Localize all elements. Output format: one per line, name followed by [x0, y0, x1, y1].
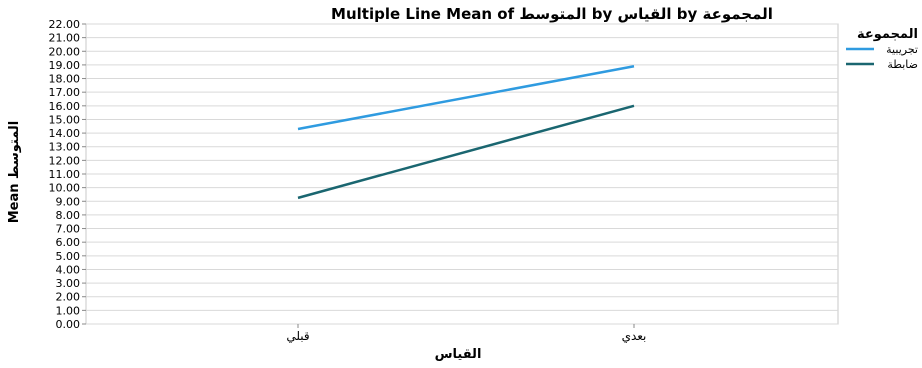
y-tick-label: 0.00 — [56, 318, 81, 331]
series-lines — [297, 65, 635, 200]
x-tick-label: بعدي — [622, 329, 647, 343]
series-line-2 — [297, 104, 635, 200]
legend: المجموعة تجريبية ضابطة — [846, 27, 918, 71]
y-axis-title: Mean المتوسط — [7, 121, 22, 224]
x-axis-title: القياس — [435, 347, 482, 362]
y-tick-label: 8.00 — [56, 209, 81, 222]
y-tick-label: 9.00 — [56, 195, 81, 208]
legend-label: ضابطة — [887, 58, 918, 71]
x-tick-label: قبلي — [286, 329, 309, 343]
y-tick-label: 4.00 — [56, 263, 81, 276]
y-tick-label: 15.00 — [49, 113, 81, 126]
y-tick-label: 14.00 — [49, 127, 81, 140]
y-tick-label: 10.00 — [49, 182, 81, 195]
y-tick-label: 6.00 — [56, 236, 81, 249]
y-tick-label: 11.00 — [49, 168, 81, 181]
legend-title: المجموعة — [857, 27, 918, 42]
x-axis-ticks: قبلي بعدي — [286, 324, 646, 343]
y-tick-label: 18.00 — [49, 73, 81, 86]
y-axis-ticks: 0.001.002.003.004.005.006.007.008.009.00… — [49, 18, 86, 331]
y-tick-label: 17.00 — [49, 86, 81, 99]
y-tick-label: 16.00 — [49, 100, 81, 113]
y-tick-label: 3.00 — [56, 277, 81, 290]
y-tick-label: 19.00 — [49, 59, 81, 72]
legend-items: تجريبية ضابطة — [846, 43, 918, 71]
y-tick-label: 7.00 — [56, 223, 81, 236]
y-tick-label: 21.00 — [49, 32, 81, 45]
y-tick-label: 20.00 — [49, 45, 81, 58]
plot-area: 0.001.002.003.004.005.006.007.008.009.00… — [49, 18, 839, 343]
y-tick-label: 12.00 — [49, 154, 81, 167]
y-tick-label: 22.00 — [49, 18, 81, 31]
y-tick-label: 1.00 — [56, 304, 81, 317]
y-tick-label: 13.00 — [49, 141, 81, 154]
y-tick-label: 5.00 — [56, 250, 81, 263]
legend-label: تجريبية — [886, 43, 918, 56]
chart-title: Multiple Line Mean of المتوسط by القياس … — [331, 5, 773, 23]
series-line-1 — [297, 65, 635, 131]
gridlines — [86, 23, 838, 325]
y-tick-label: 2.00 — [56, 291, 81, 304]
